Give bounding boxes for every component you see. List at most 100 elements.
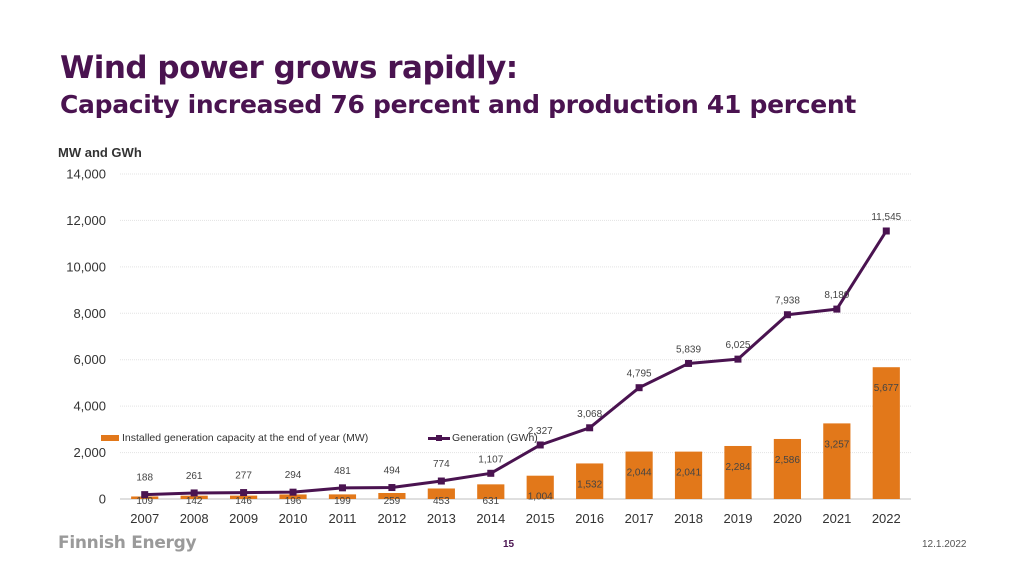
x-tick-label: 2007 [130, 511, 159, 526]
finnish-energy-logo: Finnish Energy [58, 533, 197, 553]
page-number: 15 [503, 539, 515, 550]
generation-point [437, 477, 445, 485]
capacity-data-label: 2,044 [627, 468, 652, 479]
generation-line [144, 230, 888, 497]
generation-point [882, 227, 890, 235]
x-tick-label: 2009 [229, 511, 258, 526]
capacity-bar [674, 451, 703, 499]
legend-generation-swatch [428, 434, 450, 441]
generation-data-label: 3,068 [577, 409, 602, 420]
generation-data-label: 277 [235, 471, 252, 482]
capacity-data-label: 3,257 [824, 439, 849, 450]
capacity-data-label: 259 [384, 496, 401, 507]
capacity-data-label: 196 [285, 496, 302, 507]
generation-data-label: 294 [285, 470, 302, 481]
generation-point [833, 305, 841, 313]
capacity-bar [872, 367, 900, 499]
generation-data-label: 7,938 [775, 296, 800, 307]
x-tick-label: 2013 [427, 511, 456, 526]
capacity-data-label: 2,586 [775, 455, 800, 466]
capacity-bar [279, 494, 307, 499]
generation-point [141, 491, 149, 499]
generation-data-label: 8,180 [824, 290, 849, 301]
capacity-bar [823, 423, 851, 499]
capacity-data-label: 5,677 [874, 383, 899, 394]
capacity-bar [576, 463, 604, 499]
generation-data-label: 5,839 [676, 344, 701, 355]
capacity-bar [378, 492, 406, 499]
y-tick-label: 10,000 [66, 259, 106, 274]
x-tick-label: 2021 [822, 511, 851, 526]
generation-point [487, 469, 495, 477]
capacity-data-label: 631 [482, 496, 499, 507]
capacity-bar [773, 438, 802, 499]
generation-point [190, 489, 198, 497]
generation-point [536, 441, 544, 449]
capacity-data-label: 109 [136, 496, 153, 507]
generation-point [635, 384, 643, 392]
generation-data-label: 261 [186, 471, 203, 482]
y-axis-unit-label: MW and GWh [58, 145, 142, 160]
generation-point [586, 424, 594, 432]
slide-subtitle: Capacity increased 76 percent and produc… [60, 90, 857, 119]
capacity-bar [526, 475, 554, 499]
generation-point [240, 489, 248, 497]
y-tick-label: 14,000 [66, 167, 106, 182]
capacity-data-label: 146 [235, 496, 252, 507]
y-tick-label: 2,000 [73, 445, 106, 460]
generation-point [338, 484, 346, 492]
generation-point [734, 355, 742, 363]
x-tick-label: 2010 [279, 511, 308, 526]
capacity-data-label: 142 [186, 496, 203, 507]
x-tick-label: 2019 [724, 511, 753, 526]
capacity-data-label: 2,041 [676, 468, 701, 479]
capacity-bar [625, 451, 653, 499]
legend-capacity-swatch [101, 435, 119, 441]
capacity-data-label: 2,284 [725, 462, 750, 473]
slide-date: 12.1.2022 [922, 539, 967, 550]
y-tick-label: 8,000 [73, 306, 106, 321]
capacity-data-label: 1,532 [577, 479, 602, 490]
y-tick-label: 12,000 [66, 213, 106, 228]
y-tick-label: 6,000 [73, 352, 106, 367]
legend-capacity: Installed generation capacity at the end… [101, 432, 368, 444]
capacity-bar [427, 488, 455, 499]
generation-data-label: 774 [433, 459, 450, 470]
legend-generation: Generation (GWh) [428, 432, 538, 444]
capacity-bar [328, 494, 357, 499]
generation-data-label: 1,107 [478, 454, 503, 465]
capacity-data-label: 453 [433, 496, 450, 507]
generation-data-label: 4,795 [627, 369, 652, 380]
generation-point [289, 488, 297, 496]
generation-point [388, 484, 396, 492]
legend-capacity-label: Installed generation capacity at the end… [122, 432, 369, 444]
x-tick-label: 2022 [872, 511, 901, 526]
y-tick-label: 4,000 [73, 399, 106, 414]
capacity-data-label: 199 [334, 496, 351, 507]
x-tick-label: 2020 [773, 511, 802, 526]
generation-point [685, 359, 693, 367]
generation-data-label: 11,545 [871, 212, 901, 223]
x-tick-label: 2017 [625, 511, 654, 526]
generation-data-label: 188 [136, 473, 153, 484]
x-tick-label: 2018 [674, 511, 703, 526]
capacity-bar [180, 495, 208, 499]
x-tick-label: 2014 [476, 511, 505, 526]
x-tick-label: 2011 [328, 511, 356, 526]
capacity-bar [229, 495, 258, 499]
legend-generation-label: Generation (GWh) [452, 432, 538, 444]
generation-data-label: 494 [384, 466, 401, 477]
generation-data-label: 2,327 [528, 426, 553, 437]
x-tick-label: 2008 [180, 511, 209, 526]
x-tick-label: 2015 [526, 511, 555, 526]
capacity-bar [724, 445, 752, 499]
x-tick-label: 2012 [377, 511, 406, 526]
capacity-data-label: 1,004 [528, 492, 553, 503]
generation-point [783, 311, 791, 319]
slide-title: Wind power grows rapidly: [60, 50, 518, 86]
generation-data-label: 481 [334, 466, 351, 477]
generation-data-label: 6,025 [725, 340, 750, 351]
x-tick-label: 2016 [575, 511, 604, 526]
y-tick-label: 0 [99, 492, 106, 507]
